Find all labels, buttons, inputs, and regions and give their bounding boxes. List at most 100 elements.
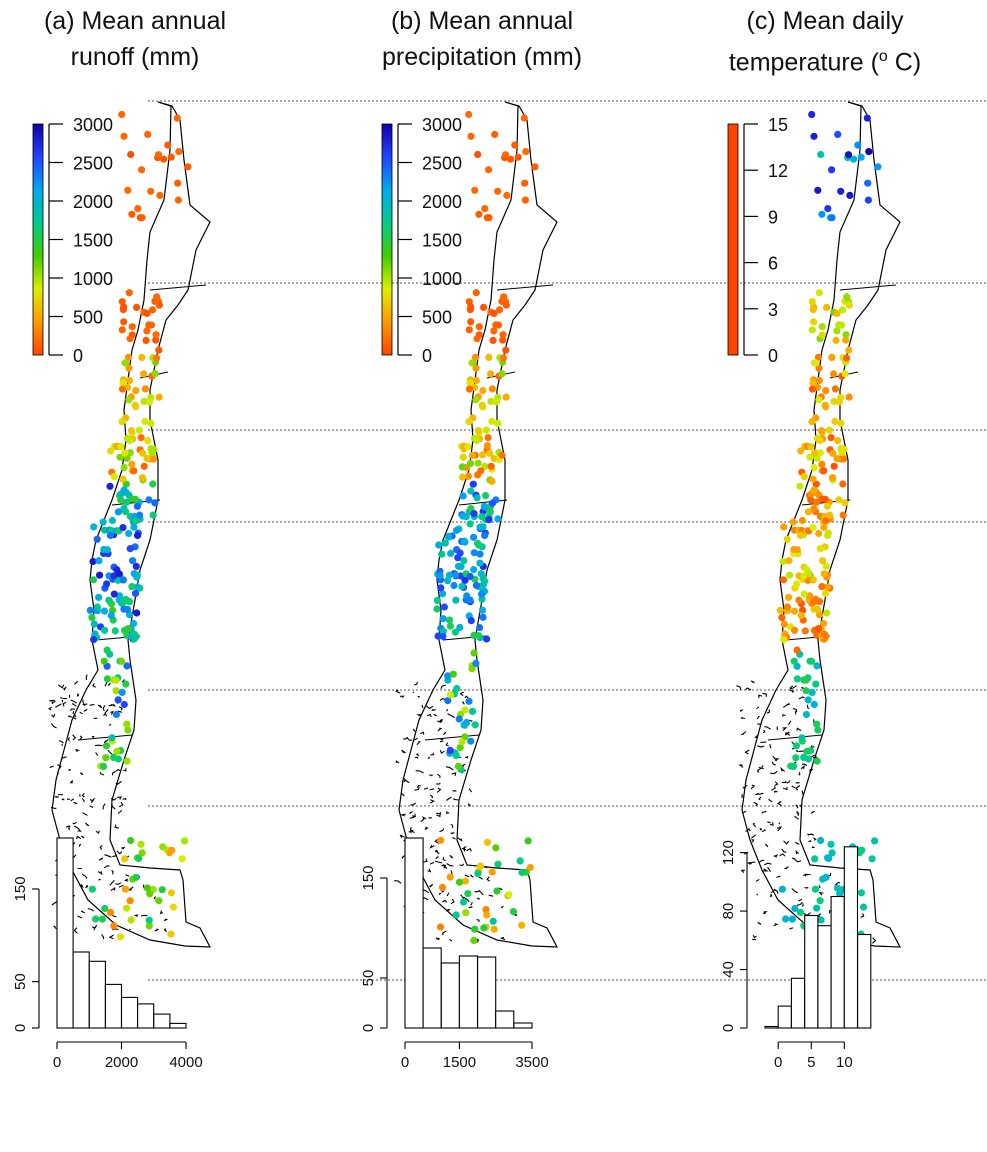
- island-stroke: [795, 804, 799, 809]
- island-stroke: [450, 823, 454, 829]
- station-point: [155, 897, 163, 905]
- station-point: [474, 870, 482, 878]
- island-stroke: [97, 871, 103, 875]
- station-point: [438, 550, 446, 558]
- island-stroke: [462, 701, 465, 705]
- island-stroke: [80, 910, 86, 914]
- histogram-a: 0 50 150 0 2000 4000: [12, 837, 203, 1071]
- station-point: [844, 151, 853, 159]
- island-stroke: [68, 769, 71, 772]
- station-point: [813, 498, 821, 506]
- island-stroke: [69, 780, 74, 784]
- island-stroke: [809, 745, 815, 749]
- island-stroke: [478, 889, 484, 896]
- island-stroke: [782, 727, 788, 732]
- station-point: [816, 545, 824, 553]
- station-point: [817, 916, 825, 924]
- station-point: [797, 611, 805, 620]
- panel-a-title-line2: runoff (mm): [70, 43, 200, 71]
- island-stroke: [776, 826, 781, 829]
- station-point: [808, 657, 816, 665]
- station-point: [808, 385, 817, 393]
- station-point: [778, 613, 786, 622]
- station-point: [489, 917, 497, 925]
- station-point: [476, 523, 484, 531]
- island-stroke: [446, 892, 450, 897]
- island-stroke: [420, 818, 425, 823]
- colorbar-tick-label: 2000: [422, 192, 462, 212]
- island-stroke: [74, 680, 79, 685]
- station-point: [436, 923, 445, 931]
- station-point: [471, 353, 480, 361]
- station-point: [143, 309, 151, 317]
- island-stroke: [741, 793, 744, 798]
- panel-a-title-line1: (a) Mean annual: [43, 7, 227, 35]
- station-point: [842, 336, 850, 344]
- island-stroke: [414, 756, 419, 759]
- station-point: [167, 153, 175, 161]
- island-stroke: [163, 928, 168, 933]
- station-point: [472, 659, 480, 668]
- island-stroke: [437, 727, 443, 732]
- island-stroke: [796, 902, 803, 906]
- island-stroke: [776, 875, 781, 878]
- histogram-bar: [104, 983, 123, 1029]
- station-point: [825, 854, 833, 863]
- island-stroke: [464, 695, 469, 699]
- island-stroke: [756, 715, 761, 720]
- station-point: [464, 890, 472, 898]
- station-point: [839, 455, 848, 463]
- colorbar-b: 3000 2500 2000 1500 1000 500 0: [381, 115, 462, 366]
- island-stroke: [53, 925, 57, 930]
- colorbar-tick-label: 3000: [73, 115, 113, 135]
- panel-c-title-line2-end: C): [887, 48, 922, 77]
- station-point: [130, 523, 138, 531]
- island-stroke: [159, 910, 164, 915]
- island-stroke: [468, 719, 473, 723]
- island-stroke: [67, 737, 70, 742]
- island-stroke: [72, 821, 77, 825]
- station-point: [817, 427, 826, 435]
- island-stroke: [440, 684, 446, 690]
- island-stroke: [434, 838, 440, 844]
- station-point: [798, 734, 806, 742]
- station-point: [138, 353, 146, 361]
- station-point: [521, 196, 529, 204]
- island-stroke: [76, 693, 80, 697]
- island-stroke: [774, 781, 779, 786]
- island-stroke: [459, 863, 465, 866]
- station-point: [127, 836, 135, 845]
- station-point: [102, 754, 110, 762]
- station-point: [444, 672, 452, 680]
- island-stroke: [57, 764, 62, 769]
- island-stroke: [441, 930, 447, 936]
- station-point: [471, 721, 479, 729]
- station-point: [121, 449, 129, 457]
- station-point: [472, 364, 480, 372]
- station-point: [451, 628, 459, 636]
- island-stroke: [758, 796, 762, 801]
- station-point: [459, 453, 467, 461]
- island-stroke: [460, 763, 466, 767]
- panel-b-title-line2: precipitation (mm): [381, 43, 583, 71]
- island-stroke: [439, 828, 445, 833]
- region-boundary-0: [149, 284, 207, 291]
- station-point: [452, 526, 461, 534]
- station-point: [130, 630, 139, 638]
- station-point: [818, 460, 826, 468]
- colorbar-tick-label: 2500: [422, 154, 462, 174]
- station-point: [174, 179, 182, 187]
- island-stroke: [763, 862, 772, 866]
- station-point: [804, 696, 812, 704]
- station-point: [488, 477, 496, 485]
- island-stroke: [782, 713, 786, 717]
- station-point: [828, 353, 836, 361]
- station-point: [86, 606, 94, 614]
- station-point: [450, 581, 458, 590]
- station-point: [92, 915, 100, 923]
- station-point: [789, 762, 798, 771]
- island-stroke: [449, 938, 453, 942]
- station-point: [164, 141, 172, 149]
- station-point: [112, 687, 120, 695]
- island-stroke: [818, 885, 821, 889]
